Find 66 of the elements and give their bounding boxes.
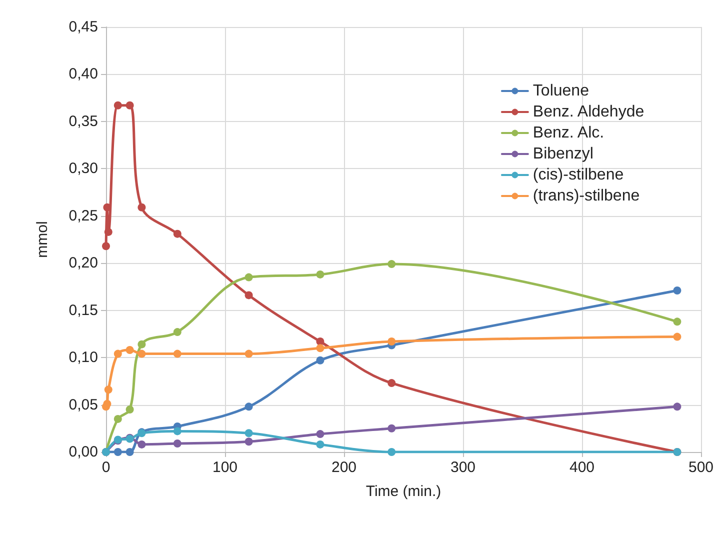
point [244,273,253,282]
point [316,440,324,448]
point [244,350,253,358]
point [138,350,146,358]
y-tick-label: 0,00 [68,444,98,460]
y-axis-title: mmol [34,221,51,258]
x-tick-label: 200 [331,459,357,476]
point [316,430,324,438]
y-tick-label: 0,20 [68,254,98,272]
point [388,448,396,456]
point [102,242,110,250]
point [316,356,324,364]
point [126,448,134,456]
point [114,350,122,358]
point [673,318,682,326]
y-tick-label: 0,40 [68,66,98,83]
point [114,101,122,110]
point [673,402,682,411]
y-tick-label: 0,15 [68,302,98,319]
y-tick-label: 0,05 [68,396,98,414]
point [244,291,253,300]
point [173,350,182,358]
legend-label: Toluene [532,82,590,100]
legend-label: Benz. Aldehyde [532,104,644,120]
point [126,101,134,110]
point [388,424,396,432]
point [673,332,682,341]
point [103,400,112,408]
point [244,438,253,446]
y-tick-label: 0,25 [68,207,98,224]
x-axis-title: Time (min.) [366,483,442,500]
point [138,203,146,212]
point [316,270,324,278]
y-tick-label: 0,35 [68,112,98,130]
x-tick-label: 300 [450,459,476,476]
legend-label: (trans)-stilbene [532,188,640,204]
point [138,440,146,448]
point [126,346,134,354]
point [244,402,253,411]
point [114,448,122,456]
point [138,340,146,348]
x-tick-label: 400 [569,459,595,476]
x-tick-label: 100 [212,459,238,476]
y-tick-label: 0,45 [68,18,98,36]
point [388,379,396,388]
point [104,386,112,394]
y-tick-label: 0,10 [68,349,98,366]
legend-label: Bibenzyl [532,146,594,162]
point [104,228,112,236]
point [126,406,134,414]
point [173,230,182,238]
point [388,338,396,346]
x-tick-label: 500 [688,459,714,476]
point [388,260,396,268]
point [173,427,182,436]
point [316,338,324,346]
point [673,286,682,294]
point [114,414,122,423]
point [173,328,182,336]
point [244,429,253,438]
point [316,344,324,352]
x-tick-label: 0 [102,459,110,476]
point [173,440,182,448]
y-tick-label: 0,30 [68,160,98,178]
legend-label: (cis)-stilbene [532,166,624,184]
legend-label: Benz. Alc. [532,124,604,142]
